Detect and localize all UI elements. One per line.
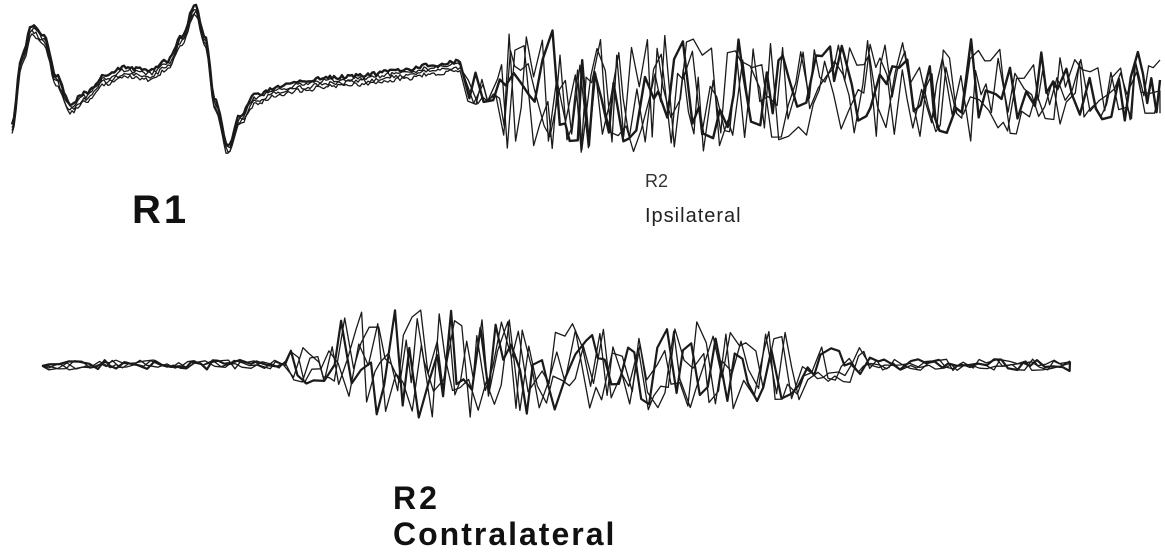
lower-sweep-3 xyxy=(41,317,1071,418)
r2-ipsilateral-title: R2 xyxy=(645,171,669,191)
upper-sweep-3 xyxy=(11,10,1161,153)
r2-contralateral-subtitle: Contralateral xyxy=(393,516,617,552)
upper-sweep-4 xyxy=(11,13,1161,154)
r1-label: R1 xyxy=(132,188,190,232)
lower-sweep-1 xyxy=(41,309,1072,419)
r2-contralateral-title: R2 xyxy=(393,480,440,516)
lower-sweep-2 xyxy=(41,313,1071,418)
upper-emg-traces xyxy=(10,3,1162,154)
r2-ipsilateral-subtitle: Ipsilateral xyxy=(645,205,742,227)
lower-emg-traces xyxy=(41,309,1072,419)
lower-sweep-4 xyxy=(41,309,1071,409)
